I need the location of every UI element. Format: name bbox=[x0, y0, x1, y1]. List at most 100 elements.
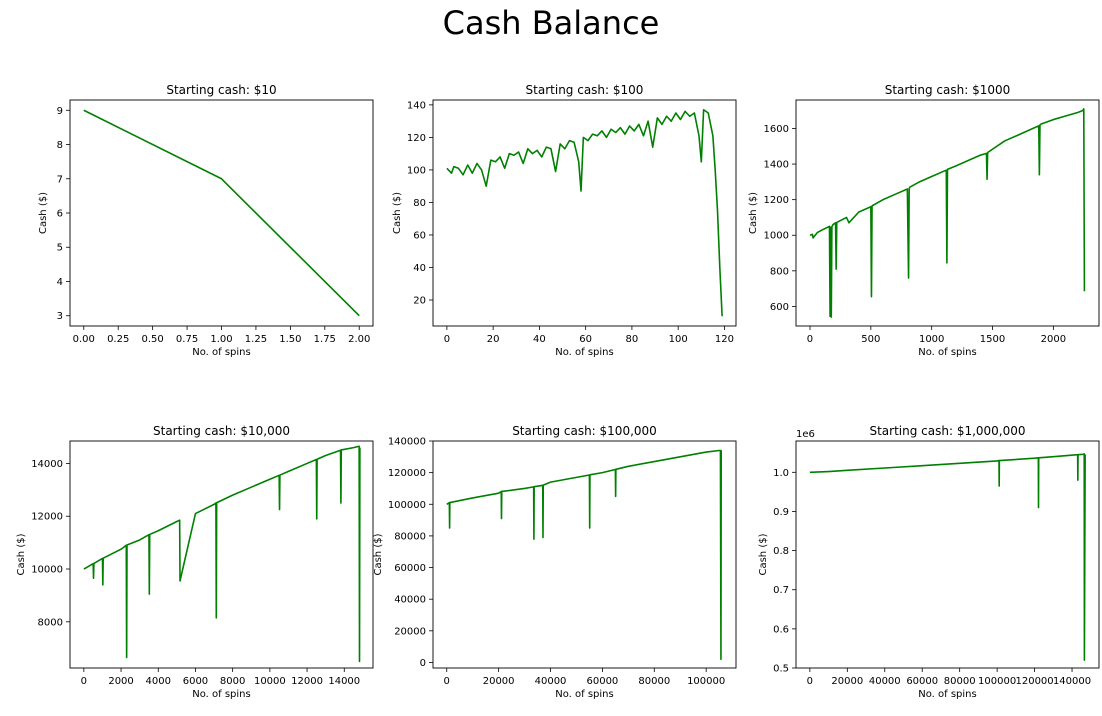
subplot-5: 0 20000 40000 60000 80000 100000 0 20000 40000 60… bbox=[373, 424, 737, 700]
x-tick-label: 1.50 bbox=[279, 334, 301, 345]
y-tick-label: 100000 bbox=[388, 500, 426, 511]
series-line-1 bbox=[446, 449, 723, 661]
x-tick-label: 60000 bbox=[906, 676, 938, 687]
x-tick-label: 20000 bbox=[831, 676, 863, 687]
x-tick-label: 0.00 bbox=[73, 334, 95, 345]
x-tick-label: 80000 bbox=[944, 676, 976, 687]
subplot-2: 0 20 40 60 80 100 120 20 40 60 80 100 120 140 Starting… bbox=[392, 83, 737, 358]
y-tick-label: 5 bbox=[57, 243, 63, 254]
subplot-4: 0 2000 4000 6000 8000 10000 12000 14000 8000 1000… bbox=[16, 424, 374, 700]
x-tick-label: 1.75 bbox=[314, 334, 336, 345]
x-tick-label: 40000 bbox=[535, 676, 567, 687]
y-tick-label: 20000 bbox=[394, 626, 426, 637]
y-tick-label: 0.9 bbox=[773, 507, 789, 518]
axes-frame bbox=[795, 99, 1100, 327]
x-tick-label: 100 bbox=[669, 334, 688, 345]
x-tick-label: 0.25 bbox=[107, 334, 129, 345]
y-tick-label: 80 bbox=[413, 198, 426, 209]
x-tick-label: 60000 bbox=[586, 676, 618, 687]
y-tick-label: 60 bbox=[413, 230, 426, 241]
series-line-1 bbox=[83, 109, 360, 317]
x-tick-label: 2.00 bbox=[348, 334, 370, 345]
y-tick-label: 9 bbox=[57, 106, 63, 117]
y-tick-label: 1400 bbox=[764, 160, 789, 171]
figure-title: Cash Balance bbox=[442, 4, 660, 42]
x-tick-label: 2000 bbox=[108, 676, 133, 687]
x-tick-label: 1000 bbox=[919, 334, 944, 345]
x-tick-label: 8000 bbox=[220, 676, 245, 687]
x-tick-label: 0 bbox=[444, 334, 450, 345]
x-tick-label: 80000 bbox=[638, 676, 670, 687]
y-tick-label: 4 bbox=[57, 277, 63, 288]
y-tick-label: 800 bbox=[770, 266, 789, 277]
series-line-1 bbox=[809, 453, 1086, 661]
x-axis-label: No. of spins bbox=[918, 689, 976, 700]
x-axis-label: No. of spins bbox=[192, 347, 250, 358]
axes-frame bbox=[69, 99, 374, 327]
y-tick-label: 0 bbox=[420, 658, 426, 669]
x-tick-label: 0.75 bbox=[176, 334, 198, 345]
y-tick-label: 3 bbox=[57, 311, 63, 322]
x-tick-label: 0 bbox=[81, 676, 87, 687]
x-tick-label: 20000 bbox=[483, 676, 515, 687]
series-line-1 bbox=[83, 445, 361, 663]
y-tick-label: 120 bbox=[407, 133, 426, 144]
x-tick-label: 1.25 bbox=[245, 334, 267, 345]
y-axis-label: Cash ($) bbox=[392, 192, 403, 234]
y-tick-label: 8 bbox=[57, 140, 63, 151]
x-tick-label: 1500 bbox=[980, 334, 1005, 345]
x-tick-label: 0 bbox=[444, 676, 450, 687]
x-tick-label: 20 bbox=[487, 334, 500, 345]
x-tick-label: 0 bbox=[807, 334, 813, 345]
x-tick-label: 10000 bbox=[254, 676, 286, 687]
x-tick-label: 120000 bbox=[1015, 676, 1053, 687]
y-tick-label: 600 bbox=[770, 302, 789, 313]
x-tick-label: 100000 bbox=[687, 676, 725, 687]
x-tick-label: 4000 bbox=[146, 676, 171, 687]
axes-frame bbox=[432, 440, 737, 669]
y-tick-label: 0.5 bbox=[773, 664, 789, 675]
x-tick-label: 1.00 bbox=[210, 334, 232, 345]
y-axis-label: Cash ($) bbox=[16, 533, 27, 575]
axes-frame bbox=[69, 440, 374, 669]
subplot-6: 0 20000 40000 60000 80000 100000 120000 140000 0… bbox=[758, 424, 1100, 700]
y-axis-label: Cash ($) bbox=[748, 192, 759, 234]
y-tick-label: 6 bbox=[57, 209, 63, 220]
y-offset-text: 1e6 bbox=[796, 429, 815, 440]
y-axis-label: Cash ($) bbox=[38, 192, 49, 234]
x-tick-label: 80 bbox=[626, 334, 639, 345]
x-tick-label: 0 bbox=[807, 676, 813, 687]
y-tick-label: 8000 bbox=[38, 617, 63, 628]
x-tick-label: 140000 bbox=[1053, 676, 1091, 687]
axes-frame bbox=[795, 440, 1100, 669]
series-line-1 bbox=[446, 108, 723, 317]
series-line-1 bbox=[809, 108, 1086, 318]
y-tick-label: 10000 bbox=[31, 565, 63, 576]
x-tick-label: 0.50 bbox=[142, 334, 164, 345]
x-axis-label: No. of spins bbox=[555, 347, 613, 358]
y-tick-label: 120000 bbox=[388, 468, 426, 479]
y-tick-label: 0.8 bbox=[773, 546, 789, 557]
subplot-title: Starting cash: $10,000 bbox=[153, 424, 290, 438]
y-tick-label: 1600 bbox=[764, 124, 789, 135]
y-tick-label: 140 bbox=[407, 100, 426, 111]
axes-frame bbox=[432, 99, 737, 327]
subplot-title: Starting cash: $10 bbox=[166, 83, 276, 97]
y-tick-label: 40000 bbox=[394, 595, 426, 606]
x-tick-label: 6000 bbox=[183, 676, 208, 687]
subplot-title: Starting cash: $100 bbox=[526, 83, 644, 97]
x-tick-label: 100000 bbox=[978, 676, 1016, 687]
subplot-1: 0.00 0.25 0.50 0.75 1.00 1.25 1.50 1.75 2.00 3 4 5 6… bbox=[38, 83, 374, 358]
y-tick-label: 0.6 bbox=[773, 624, 789, 635]
x-tick-label: 40000 bbox=[869, 676, 901, 687]
x-tick-label: 500 bbox=[861, 334, 880, 345]
y-tick-label: 100 bbox=[407, 165, 426, 176]
x-tick-label: 40 bbox=[533, 334, 546, 345]
subplot-title: Starting cash: $100,000 bbox=[512, 424, 657, 438]
y-axis-label: Cash ($) bbox=[373, 533, 384, 575]
x-tick-label: 12000 bbox=[291, 676, 323, 687]
x-tick-label: 60 bbox=[579, 334, 592, 345]
x-axis-label: No. of spins bbox=[555, 689, 613, 700]
y-tick-label: 140000 bbox=[388, 437, 426, 448]
